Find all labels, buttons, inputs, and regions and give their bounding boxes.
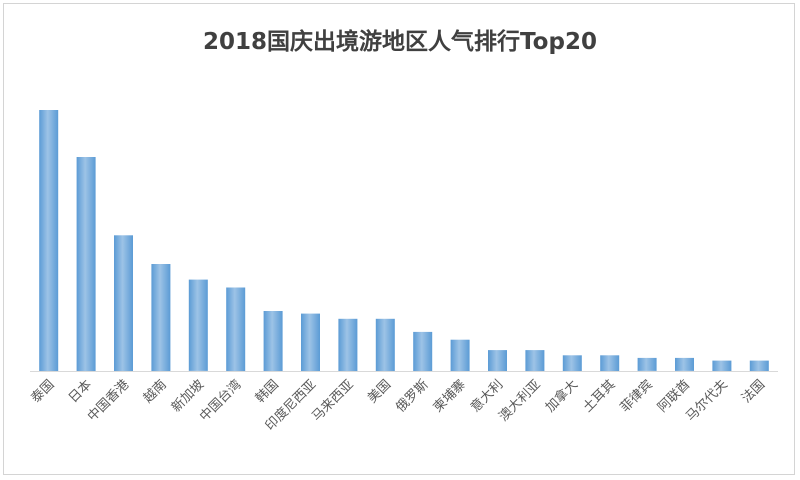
- x-tick-label-16: 菲律宾: [617, 377, 656, 416]
- bar-16: [637, 357, 657, 371]
- bar-18: [712, 360, 732, 371]
- x-tick-label-1: 日本: [66, 377, 95, 406]
- bar-15: [600, 355, 620, 371]
- bar-11: [450, 339, 470, 371]
- x-tick-label-14: 加拿大: [542, 377, 581, 416]
- bar-13: [525, 350, 545, 371]
- bar-19: [749, 360, 769, 371]
- bar-9: [375, 318, 395, 371]
- chart-frame: [3, 3, 795, 475]
- bar-4: [188, 279, 208, 371]
- bar-6: [263, 311, 283, 371]
- x-tick-label-9: 美国: [365, 377, 394, 406]
- bars-group: [39, 110, 769, 371]
- bar-14: [562, 355, 582, 371]
- x-tick-label-10: 俄罗斯: [393, 377, 431, 415]
- x-tick-label-19: 法国: [739, 377, 768, 406]
- chart-title: 2018国庆出境游地区人气排行Top20: [203, 29, 597, 55]
- bar-5: [226, 287, 246, 371]
- bar-3: [151, 264, 171, 371]
- x-tick-label-15: 土耳其: [580, 377, 618, 415]
- bar-8: [338, 318, 358, 371]
- bar-12: [488, 350, 507, 371]
- x-tick-label-8: 马来西亚: [309, 377, 356, 424]
- x-tick-label-0: 泰国: [29, 377, 58, 406]
- bar-10: [413, 331, 433, 371]
- bar-7: [301, 313, 320, 371]
- x-tick-label-11: 柬埔寨: [430, 377, 469, 416]
- x-tick-label-6: 韩国: [253, 377, 282, 406]
- bar-17: [675, 357, 694, 371]
- x-tick-label-18: 马尔代夫: [683, 377, 730, 424]
- x-tick-label-2: 中国香港: [85, 377, 132, 424]
- bar-2: [114, 235, 133, 371]
- x-tick-label-5: 中国台湾: [196, 377, 244, 425]
- x-tick-label-13: 澳大利亚: [496, 377, 544, 425]
- bar-1: [76, 157, 96, 371]
- x-tick-label-3: 越南: [140, 377, 170, 407]
- bar-0: [39, 110, 59, 371]
